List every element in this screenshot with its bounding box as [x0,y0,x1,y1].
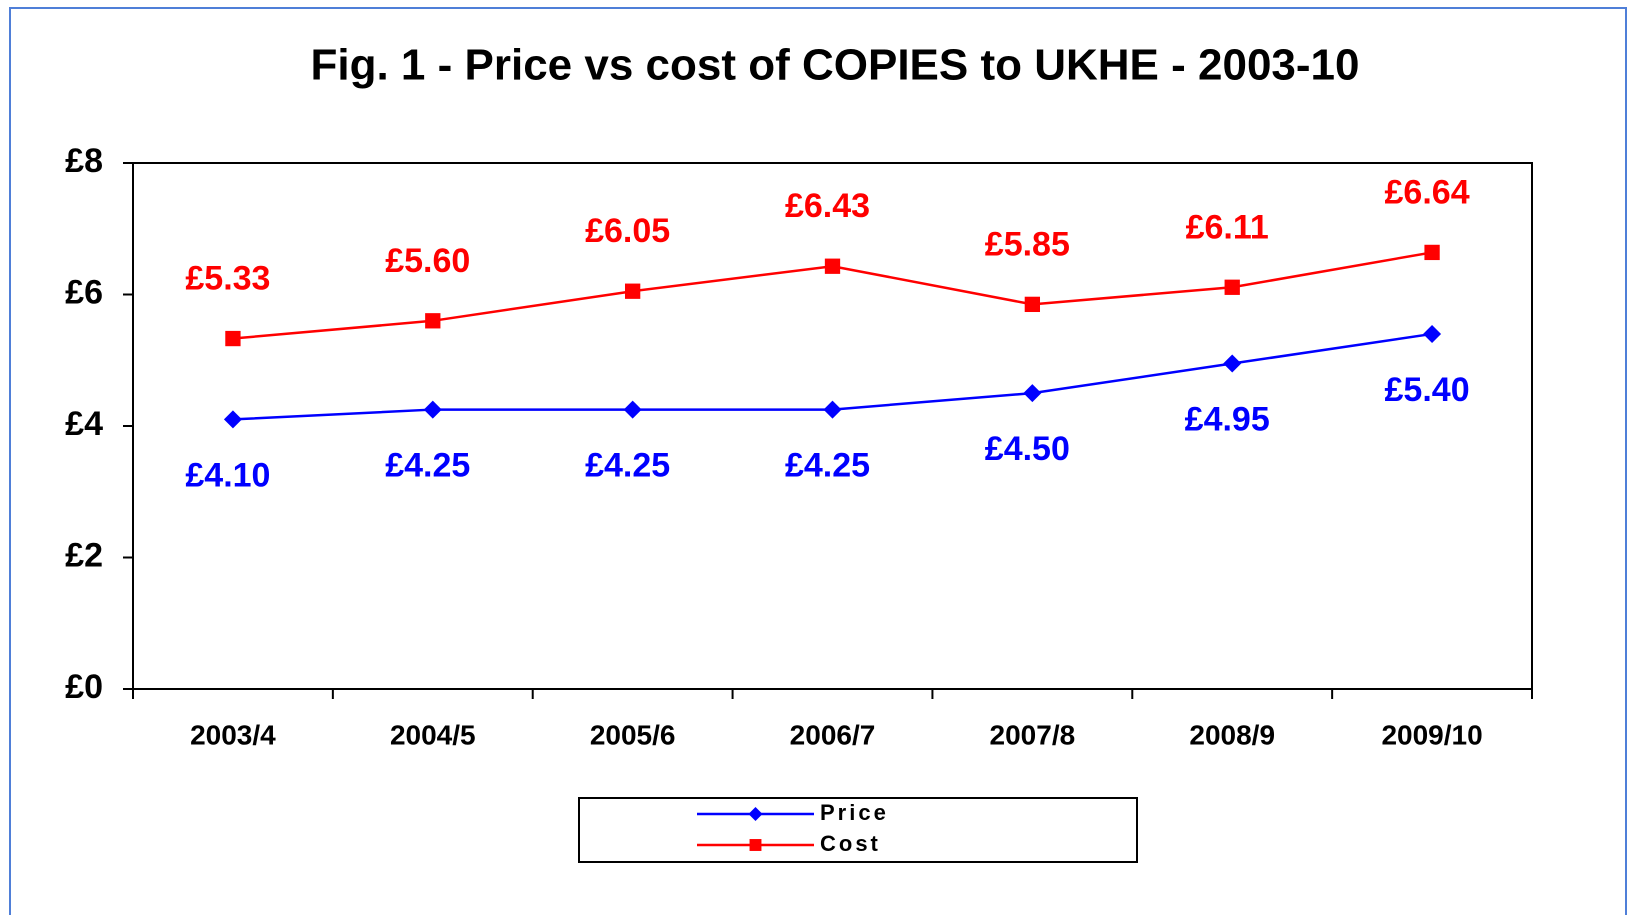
legend-label: Cost [820,831,881,856]
data-point [823,400,842,419]
data-point [423,400,442,419]
y-tick-label: £6 [65,273,103,311]
chart-title: Fig. 1 - Price vs cost of COPIES to UKHE… [311,41,1360,90]
legend-marker [749,839,762,851]
data-label: £4.50 [985,430,1070,468]
legend-label: Price [820,800,889,825]
data-point [1223,354,1242,373]
data-label: £5.40 [1385,371,1470,409]
data-label: £4.25 [385,447,470,485]
data-point [1024,296,1041,313]
x-tick-label: 2004/5 [390,719,476,750]
y-tick-label: £8 [65,142,103,180]
x-tick-label: 2009/10 [1381,719,1482,750]
data-point [1423,324,1442,343]
data-label: £4.25 [785,447,870,485]
data-point [623,400,642,419]
data-label: £5.33 [185,260,270,298]
data-point [225,330,241,347]
legend-box [578,797,1138,863]
legend-marker [748,807,763,821]
data-label: £6.11 [1186,208,1269,246]
x-tick-label: 2006/7 [790,719,876,750]
data-label: £5.60 [385,242,470,280]
data-point [824,258,841,274]
data-label: £6.05 [585,212,670,250]
data-label: £6.64 [1385,173,1470,211]
data-label: £4.25 [585,447,670,485]
x-tick-label: 2008/9 [1189,719,1275,750]
plot-area [132,162,1533,690]
data-point [624,283,641,299]
y-tick-label: £2 [65,536,103,574]
data-point [425,313,441,329]
y-tick-label: £0 [65,668,103,706]
data-label: £6.43 [785,187,870,225]
data-label: £4.10 [185,456,270,494]
data-point [1424,244,1440,261]
x-tick-label: 2007/8 [990,719,1076,750]
y-tick-label: £4 [65,405,103,443]
data-label: £5.85 [985,225,1070,263]
x-tick-label: 2005/6 [590,719,676,750]
x-tick-label: 2003/4 [190,719,276,750]
data-point [1224,279,1240,295]
data-point [1023,384,1042,403]
data-label: £4.95 [1185,401,1270,439]
data-point [223,410,242,429]
